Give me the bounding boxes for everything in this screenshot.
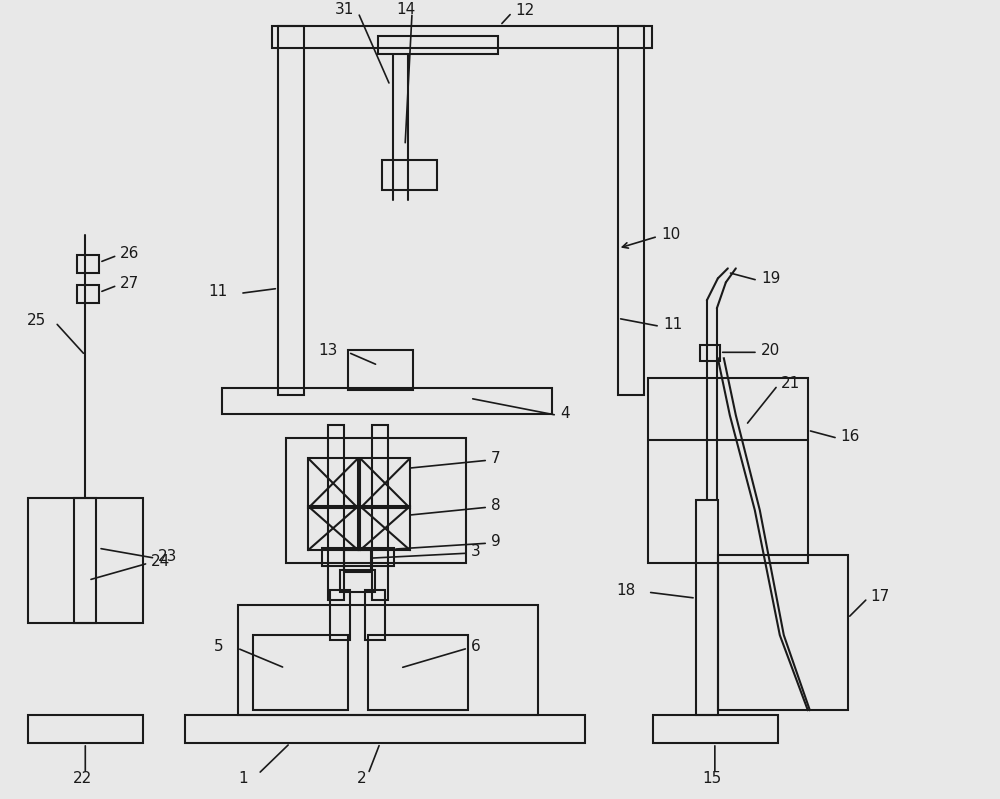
Text: 8: 8 [491, 498, 501, 513]
Bar [653, 715, 778, 743]
Text: 10: 10 [661, 227, 680, 242]
Text: 7: 7 [491, 451, 501, 466]
Text: 26: 26 [120, 246, 140, 261]
Bar [253, 635, 348, 710]
Bar [185, 715, 585, 743]
Bar [286, 439, 466, 563]
Bar [348, 350, 413, 390]
Bar [368, 635, 468, 710]
Text: 15: 15 [702, 770, 721, 785]
Bar [382, 161, 437, 190]
Text: 24: 24 [151, 554, 170, 569]
Bar [378, 35, 498, 54]
Text: 25: 25 [27, 313, 46, 328]
Bar [28, 499, 143, 623]
Text: 6: 6 [471, 638, 481, 654]
Bar [372, 425, 388, 600]
Text: 4: 4 [560, 406, 570, 421]
Bar [238, 605, 538, 715]
Bar [308, 459, 358, 508]
Text: 9: 9 [491, 534, 501, 549]
Bar [322, 548, 394, 566]
Text: 18: 18 [616, 582, 636, 598]
Text: 14: 14 [396, 2, 416, 17]
Text: 22: 22 [73, 770, 92, 785]
Bar [340, 570, 375, 592]
Bar [272, 26, 652, 47]
Bar [718, 555, 848, 710]
Bar [360, 507, 410, 551]
Text: 23: 23 [158, 549, 178, 563]
Text: 13: 13 [318, 343, 338, 358]
Text: 17: 17 [871, 589, 890, 604]
Bar [28, 715, 143, 743]
Bar [700, 345, 720, 361]
Bar [77, 256, 99, 273]
Bar [74, 499, 96, 623]
Text: 11: 11 [209, 284, 228, 299]
Bar [360, 459, 410, 508]
Text: 20: 20 [761, 343, 780, 358]
Bar [618, 26, 644, 396]
Bar [648, 378, 808, 563]
Text: 21: 21 [781, 376, 800, 391]
Bar [330, 590, 350, 640]
Bar [365, 590, 385, 640]
Bar [308, 507, 358, 551]
Bar [77, 285, 99, 304]
Bar [222, 388, 552, 414]
Bar [696, 500, 718, 715]
Text: 27: 27 [120, 276, 140, 291]
Text: 3: 3 [471, 543, 481, 559]
Text: 1: 1 [238, 770, 248, 785]
Text: 12: 12 [515, 3, 534, 18]
Bar [328, 425, 344, 600]
Text: 31: 31 [334, 2, 354, 17]
Bar [278, 26, 304, 396]
Text: 16: 16 [841, 429, 860, 443]
Text: 2: 2 [357, 770, 367, 785]
Text: 5: 5 [213, 638, 223, 654]
Text: 11: 11 [663, 317, 682, 332]
Text: 19: 19 [761, 271, 780, 286]
Bar [344, 551, 371, 572]
